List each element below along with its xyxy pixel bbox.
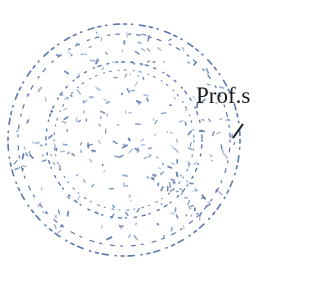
seal-speck bbox=[89, 47, 91, 48]
seal-speck bbox=[188, 162, 189, 167]
seal-speck bbox=[40, 145, 42, 146]
seal-speck bbox=[81, 54, 83, 55]
seal-speck bbox=[43, 155, 44, 156]
seal-speck bbox=[43, 212, 46, 213]
seal-speck bbox=[15, 168, 17, 169]
seal-speck bbox=[202, 198, 205, 199]
seal-speck bbox=[29, 152, 30, 153]
seal-speck bbox=[78, 121, 80, 122]
seal-speck bbox=[122, 93, 123, 94]
seal-speck bbox=[76, 118, 77, 122]
page: Prof.s (() => { const data = JSON.parse(… bbox=[0, 0, 267, 284]
seal-speck bbox=[162, 113, 166, 114]
seal-speck bbox=[51, 154, 52, 155]
seal-speck bbox=[23, 166, 26, 167]
seal-speck bbox=[209, 119, 210, 121]
seal-speck bbox=[183, 48, 184, 51]
seal-speck bbox=[155, 134, 156, 135]
seal-speck bbox=[157, 157, 158, 158]
seal-speck bbox=[200, 213, 201, 216]
seal-speck bbox=[71, 55, 72, 56]
seal-speck bbox=[107, 102, 110, 103]
seal-speck bbox=[148, 36, 149, 41]
seal-speck bbox=[113, 206, 114, 207]
seal-speck bbox=[130, 200, 131, 201]
seal-speck bbox=[19, 167, 20, 168]
seal-speck bbox=[60, 166, 61, 171]
seal-speck bbox=[223, 150, 224, 154]
seal-speck bbox=[24, 147, 25, 150]
seal-speck bbox=[101, 38, 102, 41]
seal-speck bbox=[61, 225, 62, 226]
seal-speck bbox=[216, 190, 217, 193]
seal-speck bbox=[152, 178, 154, 179]
seal-speck bbox=[125, 111, 126, 113]
seal-speck bbox=[57, 55, 60, 56]
seal-speck bbox=[84, 180, 85, 182]
seal-speck bbox=[91, 60, 95, 61]
seal-speck bbox=[68, 152, 70, 153]
seal-speck bbox=[141, 64, 144, 65]
seal-speck bbox=[96, 212, 97, 213]
seal-speck bbox=[72, 154, 74, 156]
seal-speck bbox=[234, 143, 235, 145]
seal-speck bbox=[99, 125, 100, 126]
seal-speck bbox=[138, 42, 140, 43]
seal-speck bbox=[53, 163, 54, 164]
seal-speck bbox=[41, 188, 42, 190]
seal-speck bbox=[129, 195, 130, 197]
seal-speck bbox=[159, 168, 161, 169]
seal-speck bbox=[147, 99, 148, 101]
seal-speck bbox=[23, 168, 24, 171]
seal-speck bbox=[189, 148, 192, 149]
background bbox=[0, 0, 267, 284]
seal-speck bbox=[177, 173, 178, 177]
seal-speck bbox=[177, 139, 178, 142]
seal-speck bbox=[171, 179, 174, 180]
seal-speck bbox=[63, 144, 67, 145]
seal-speck bbox=[60, 94, 63, 95]
seal-speck bbox=[81, 143, 82, 145]
seal-speck bbox=[126, 186, 127, 187]
seal-speck bbox=[143, 77, 144, 79]
seal-speck bbox=[191, 215, 192, 216]
seal-speck bbox=[67, 212, 68, 216]
seal-speck bbox=[211, 160, 213, 161]
seal-speck bbox=[123, 175, 127, 176]
seal-speck bbox=[149, 156, 150, 157]
seal-speck bbox=[190, 209, 191, 210]
seal-speck bbox=[184, 226, 185, 228]
seal-speck bbox=[51, 111, 52, 112]
signature-text: Prof.s bbox=[196, 83, 250, 108]
seal-speck bbox=[210, 155, 212, 156]
seal-speck bbox=[136, 223, 137, 224]
seal-speck bbox=[153, 175, 156, 176]
seal-speck bbox=[187, 181, 188, 182]
seal-speck bbox=[190, 143, 191, 146]
seal-speck bbox=[129, 139, 130, 141]
seal-speck bbox=[221, 145, 222, 149]
seal-speck bbox=[123, 144, 124, 145]
seal-speck bbox=[113, 62, 117, 63]
seal-speck bbox=[161, 204, 162, 205]
seal-speck bbox=[185, 122, 186, 125]
seal-speck bbox=[127, 32, 128, 36]
seal-speck bbox=[153, 119, 154, 121]
seal-speck bbox=[173, 183, 174, 184]
seal-speck bbox=[144, 95, 148, 96]
seal-speck bbox=[129, 235, 130, 237]
seal-speck bbox=[171, 228, 172, 231]
seal-speck bbox=[157, 224, 158, 225]
seal-speck bbox=[170, 183, 171, 187]
seal-speck bbox=[145, 157, 147, 158]
seal-speck bbox=[125, 74, 126, 76]
seal-speck bbox=[147, 61, 149, 62]
seal-speck bbox=[23, 154, 24, 159]
document: Prof.s bbox=[0, 0, 267, 284]
seal-speck bbox=[130, 74, 131, 75]
seal-speck bbox=[61, 151, 65, 152]
seal-speck bbox=[115, 156, 119, 157]
